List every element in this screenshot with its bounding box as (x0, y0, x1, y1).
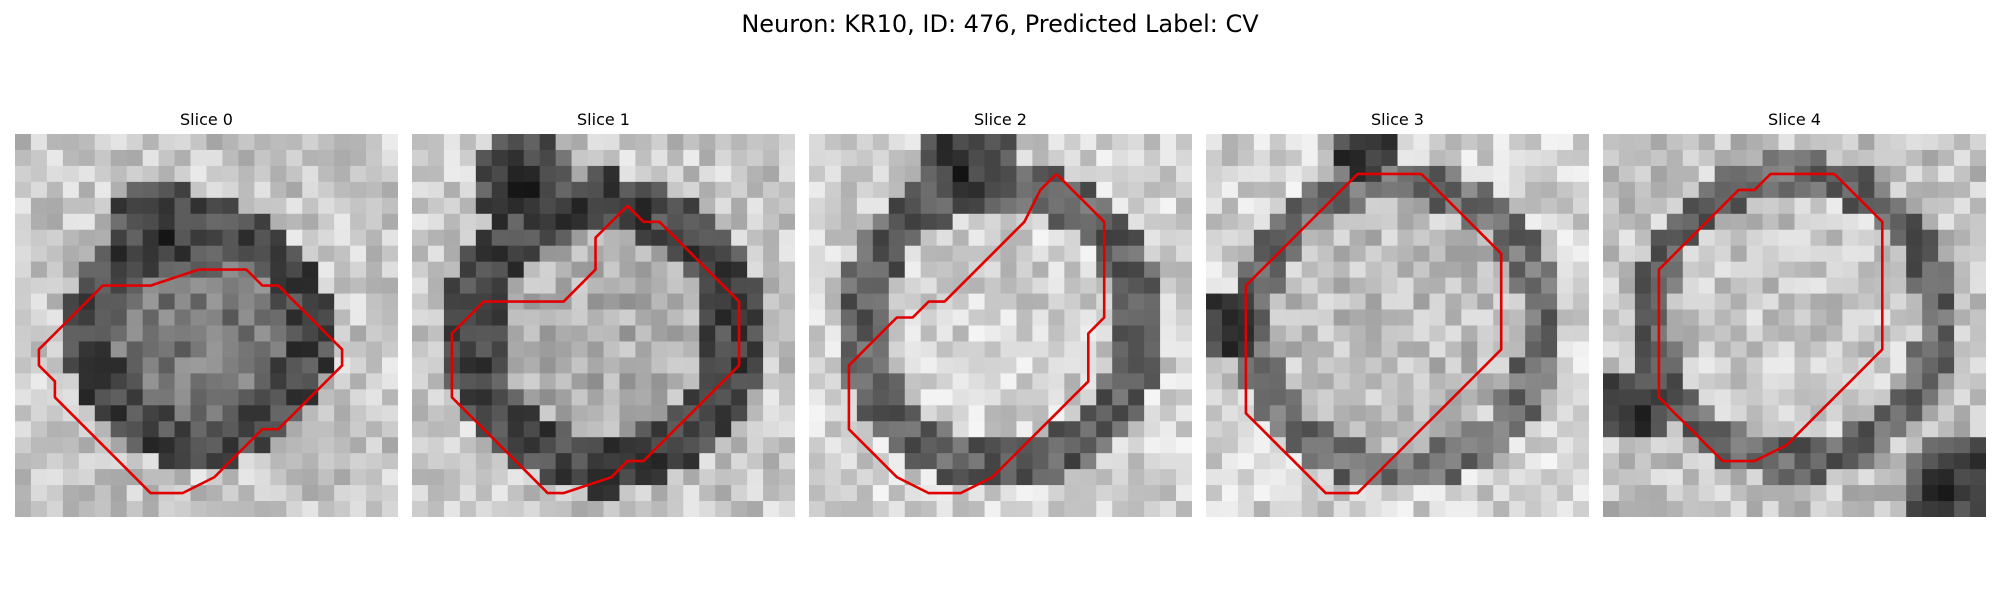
panel-title-slice-2: Slice 2 (974, 110, 1027, 129)
slice-0-image (15, 134, 398, 517)
pixel-grid (809, 134, 1192, 517)
slice-3-svg (1206, 134, 1589, 517)
pixel-grid (15, 134, 398, 517)
pixel-grid (412, 134, 795, 517)
panel-title-slice-1: Slice 1 (577, 110, 630, 129)
segmentation-contour (1657, 172, 1884, 463)
segmentation-contour (37, 268, 344, 495)
slice-3-image (1206, 134, 1589, 517)
segmentation-contour (847, 172, 1106, 495)
panel-title-slice-0: Slice 0 (180, 110, 233, 129)
pixel-grid (1206, 134, 1589, 517)
panel-title-slice-3: Slice 3 (1371, 110, 1424, 129)
slice-4-image (1603, 134, 1986, 517)
slice-1-image (412, 134, 795, 517)
figure-title: Neuron: KR10, ID: 476, Predicted Label: … (741, 10, 1259, 38)
pixel-grid (1603, 134, 1986, 517)
segmentation-contour (1244, 172, 1503, 495)
slice-1-svg (412, 134, 795, 517)
slice-2-image (809, 134, 1192, 517)
slice-4-svg (1603, 134, 1986, 517)
panel-title-slice-4: Slice 4 (1768, 110, 1821, 129)
slice-0-svg (15, 134, 398, 517)
segmentation-contour (450, 204, 741, 495)
slice-2-svg (809, 134, 1192, 517)
